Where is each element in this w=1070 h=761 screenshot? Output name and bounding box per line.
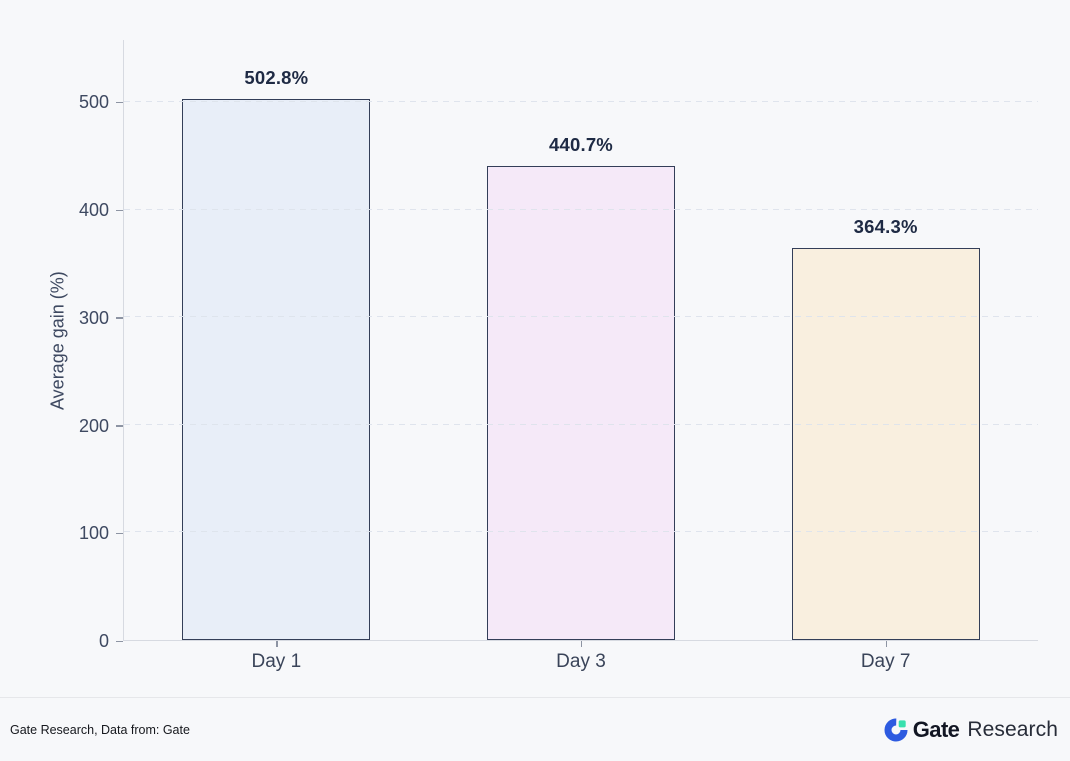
- logo-text-gate: Gate: [912, 716, 960, 742]
- logo-text-research: Research: [967, 717, 1058, 741]
- y-axis-tick: [116, 317, 123, 319]
- gate-logo-ring: [884, 718, 908, 741]
- x-axis-tick: [580, 641, 583, 647]
- y-tick-label: 500: [78, 92, 109, 113]
- y-axis-tick: [116, 425, 123, 427]
- y-tick-label: 100: [78, 523, 109, 544]
- gate-logo-green-square: [898, 719, 906, 727]
- y-tick-label: 0: [98, 631, 109, 651]
- bar-value-label: 364.3%: [853, 216, 918, 238]
- bar: [182, 99, 371, 640]
- bar-slot: 440.7% Day 3: [429, 40, 734, 672]
- footer: Gate Research, Data from: Gate Gate Rese…: [0, 697, 1070, 761]
- y-axis-tick: [116, 101, 123, 104]
- x-tick-label: Day 7: [860, 651, 911, 672]
- y-axis-tick: [116, 209, 123, 212]
- bar-slot: 364.3% Day 7: [733, 40, 1038, 672]
- bar-value-label: 502.8%: [244, 67, 309, 89]
- x-axis-tick: [276, 641, 278, 647]
- x-axis-tick: [885, 641, 888, 647]
- gate-logo-icon: [884, 718, 908, 742]
- y-tick-label: 400: [78, 200, 109, 221]
- y-tick-label: 300: [78, 307, 109, 328]
- gate-research-logo: Gate Research: [884, 717, 1058, 743]
- y-axis-tick: [116, 640, 123, 642]
- x-tick-label: Day 1: [251, 651, 302, 672]
- bar: [791, 248, 980, 640]
- source-attribution: Gate Research, Data from: Gate: [10, 722, 190, 737]
- y-axis-gutter: 0 100 200 300 400 500: [0, 40, 123, 651]
- bar-value-label: 440.7%: [549, 134, 613, 156]
- plot-area: 502.8% Day 1 440.7% Day 3 364.3% Day 7: [123, 40, 1038, 672]
- y-tick-label: 200: [78, 415, 109, 436]
- x-tick-label: Day 3: [556, 651, 606, 672]
- y-axis-tick: [116, 532, 123, 535]
- bar-slot: 502.8% Day 1: [124, 40, 429, 672]
- bar: [486, 166, 675, 640]
